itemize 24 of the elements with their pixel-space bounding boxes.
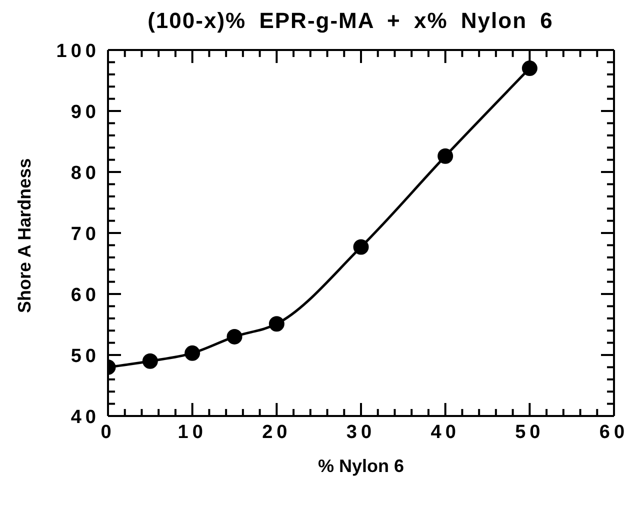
x-tick-label: 10 [178,422,207,443]
x-tick-label: 0 [100,422,116,443]
y-tick-label: 60 [70,285,100,306]
y-tick-label: 50 [70,346,100,367]
x-tick-label: 50 [515,422,544,443]
y-tick-label: 100 [56,41,100,62]
point [184,345,200,361]
point [142,353,158,369]
point [226,328,242,344]
point [268,316,284,332]
x-tick-label: 20 [262,422,292,443]
y-axis-title: Shore A Hardness [14,158,34,313]
x-tick-label: 30 [346,422,376,443]
y-tick-label: 70 [70,224,100,245]
chart-title: (100-x)% EPR-g-MA + x% Nylon 6 [146,8,554,34]
y-tick-label: 40 [70,407,100,428]
x-axis-title: % Nylon 6 [318,456,404,476]
point [522,60,538,76]
point [438,148,454,164]
x-tick-label: 40 [430,422,460,443]
y-tick-label: 90 [70,102,100,123]
point [353,239,369,255]
y-tick-label: 80 [70,163,100,184]
x-tick-label: 60 [599,422,629,443]
